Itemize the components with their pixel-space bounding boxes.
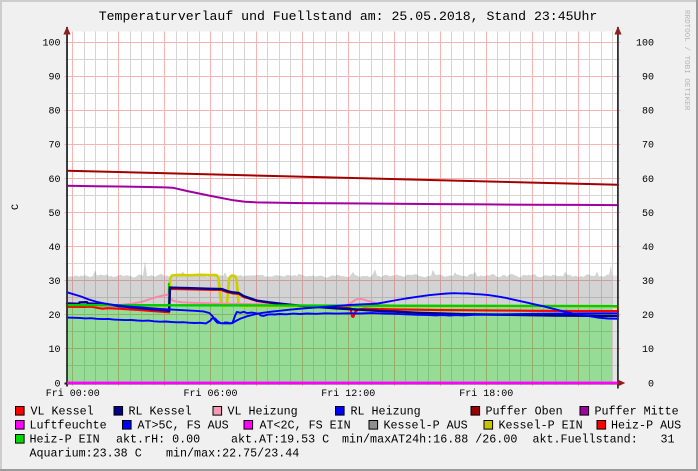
svg-text:AT>5C, FS AUS: AT>5C, FS AUS [138,419,229,433]
svg-text:AT<2C, FS EIN: AT<2C, FS EIN [260,419,351,433]
svg-text:50: 50 [642,209,654,220]
svg-text:40: 40 [48,243,60,254]
svg-text:30: 30 [48,277,60,288]
svg-text:min/max:22.75/23.44: min/max:22.75/23.44 [166,447,299,461]
svg-text:RL Heizung: RL Heizung [351,405,421,419]
svg-text:100: 100 [42,39,60,50]
svg-text:90: 90 [48,73,60,84]
svg-text:akt.AT:19.53 C: akt.AT:19.53 C [231,433,329,447]
svg-text:Fri 06:00: Fri 06:00 [183,388,237,400]
svg-text:30: 30 [642,277,654,288]
svg-text:20: 20 [48,311,60,322]
svg-text:Temperaturverlauf und Fuellsta: Temperaturverlauf und Fuellstand am: 25.… [99,9,598,24]
svg-text:31: 31 [661,433,675,447]
svg-text:60: 60 [642,175,654,186]
svg-text:0: 0 [648,379,654,390]
svg-text:C: C [11,204,22,210]
svg-text:min/maxAT24h:16.88 /26.00: min/maxAT24h:16.88 /26.00 [342,433,517,447]
svg-text:90: 90 [642,73,654,84]
svg-text:Fri 18:00: Fri 18:00 [459,388,513,400]
svg-text:Kessel-P AUS: Kessel-P AUS [384,419,468,433]
svg-text:80: 80 [642,107,654,118]
svg-text:40: 40 [642,243,654,254]
svg-text:akt.Fuellstand:: akt.Fuellstand: [533,433,638,447]
svg-text:80: 80 [48,107,60,118]
svg-text:akt.rH: 0.00: akt.rH: 0.00 [116,433,200,447]
svg-text:50: 50 [48,209,60,220]
svg-text:60: 60 [48,175,60,186]
svg-text:Aquarium:23.38 C: Aquarium:23.38 C [30,447,142,461]
svg-text:10: 10 [48,345,60,356]
svg-text:70: 70 [48,141,60,152]
svg-text:20: 20 [642,311,654,322]
svg-text:Puffer Oben: Puffer Oben [486,405,563,419]
svg-text:RL Kessel: RL Kessel [129,405,192,419]
svg-text:VL Kessel: VL Kessel [31,405,94,419]
svg-text:Heiz-P AUS: Heiz-P AUS [611,419,681,433]
svg-text:Puffer Mitte: Puffer Mitte [595,405,679,419]
svg-text:RRDTOOL / TOBI OETIKER: RRDTOOL / TOBI OETIKER [682,10,690,111]
svg-text:0: 0 [54,379,60,390]
svg-text:Fri 12:00: Fri 12:00 [321,388,375,400]
svg-text:Kessel-P EIN: Kessel-P EIN [499,419,583,433]
svg-text:70: 70 [642,141,654,152]
svg-text:VL Heizung: VL Heizung [228,405,298,419]
svg-text:Luftfeuchte: Luftfeuchte [30,419,107,433]
svg-text:Heiz-P EIN: Heiz-P EIN [30,433,100,447]
svg-text:100: 100 [636,39,654,50]
svg-text:10: 10 [642,345,654,356]
svg-text:Fri 00:00: Fri 00:00 [46,388,100,400]
